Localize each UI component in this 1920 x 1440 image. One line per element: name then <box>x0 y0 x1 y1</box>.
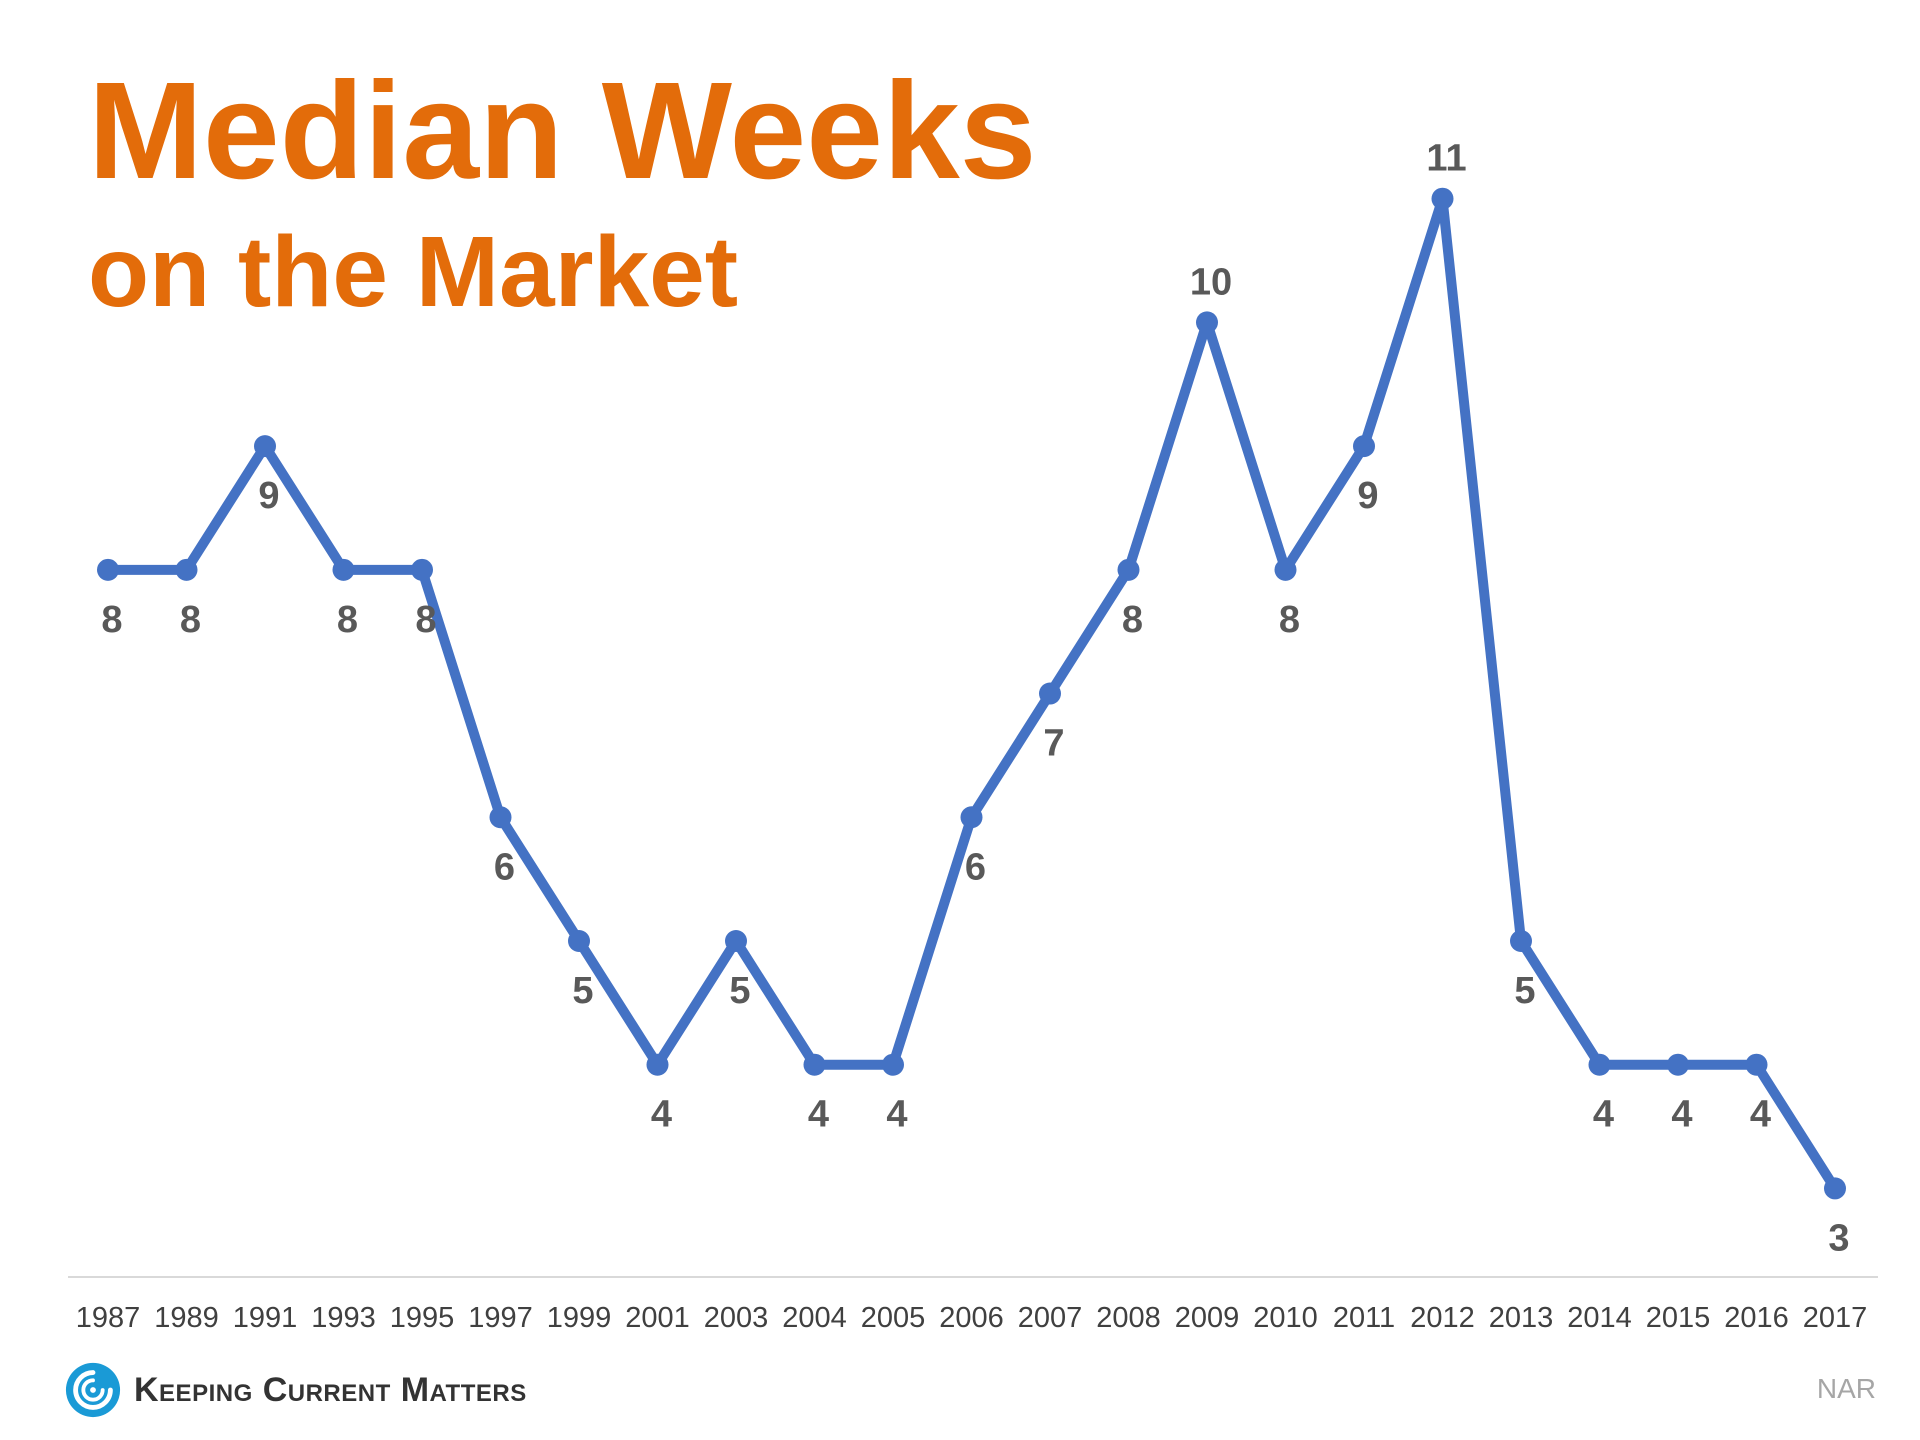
data-label-2007: 7 <box>1043 723 1064 765</box>
data-point-2015 <box>1667 1053 1689 1076</box>
x-tick-label-2003: 2003 <box>704 1302 769 1334</box>
data-label-2013: 5 <box>1514 970 1535 1012</box>
data-point-2009 <box>1196 311 1218 334</box>
data-points <box>97 187 1846 1200</box>
brand-logo: Keeping Current Matters <box>64 1360 527 1420</box>
x-tick-label-2010: 2010 <box>1253 1302 1318 1334</box>
chart-title: Median Weeks <box>88 54 1037 208</box>
data-point-2014 <box>1588 1053 1611 1076</box>
x-tick-label-2009: 2009 <box>1175 1302 1240 1334</box>
data-point-1993 <box>332 558 355 581</box>
data-label-2001: 4 <box>651 1094 672 1136</box>
data-point-2003 <box>725 929 747 952</box>
data-label-2014: 4 <box>1593 1094 1614 1136</box>
data-point-2006 <box>960 806 983 829</box>
data-point-2012 <box>1431 187 1454 210</box>
data-point-2011 <box>1353 435 1375 458</box>
data-label-2003: 5 <box>729 970 750 1012</box>
data-label-2016: 4 <box>1750 1094 1771 1136</box>
chart-subtitle: on the Market <box>88 216 739 328</box>
data-point-2016 <box>1745 1053 1768 1076</box>
data-point-1989 <box>175 558 198 581</box>
x-tick-label-1991: 1991 <box>233 1302 298 1334</box>
data-point-1995 <box>411 558 433 581</box>
series-line <box>103 193 1840 1194</box>
data-point-1987 <box>97 558 119 581</box>
data-label-1989: 8 <box>180 599 201 641</box>
data-point-2004 <box>803 1053 826 1076</box>
x-tick-label-2007: 2007 <box>1018 1302 1083 1334</box>
x-tick-label-1989: 1989 <box>154 1302 219 1334</box>
data-point-1991 <box>254 435 276 458</box>
data-point-2017 <box>1824 1177 1846 1200</box>
x-tick-label-2012: 2012 <box>1410 1302 1475 1334</box>
data-label-1995: 8 <box>415 599 436 641</box>
data-label-1991: 9 <box>258 475 279 517</box>
data-label-2010: 8 <box>1279 599 1300 641</box>
x-tick-label-2017: 2017 <box>1803 1302 1868 1334</box>
x-tick-label-1995: 1995 <box>390 1302 455 1334</box>
data-label-2011: 9 <box>1357 475 1378 517</box>
data-label-2005: 4 <box>886 1094 907 1136</box>
data-point-2010 <box>1274 558 1297 581</box>
x-tick-label-2016: 2016 <box>1724 1302 1789 1334</box>
x-tick-label-2001: 2001 <box>625 1302 690 1334</box>
x-tick-label-2015: 2015 <box>1646 1302 1711 1334</box>
x-tick-label-1997: 1997 <box>468 1302 533 1334</box>
x-tick-label-2005: 2005 <box>861 1302 926 1334</box>
data-label-1999: 5 <box>572 970 593 1012</box>
x-tick-label-2011: 2011 <box>1333 1302 1395 1334</box>
source-label: NAR <box>1816 1373 1876 1404</box>
swirl-logo-icon <box>65 1362 121 1418</box>
data-point-2005 <box>882 1053 904 1076</box>
data-label-2012: 11 <box>1426 138 1466 180</box>
x-tick-label-1993: 1993 <box>311 1302 376 1334</box>
data-label-2009: 10 <box>1190 261 1232 303</box>
data-point-2013 <box>1510 929 1532 952</box>
data-label-2004: 4 <box>808 1094 829 1136</box>
data-point-1997 <box>489 806 512 829</box>
data-label-2017: 3 <box>1828 1217 1849 1259</box>
x-tick-label-1999: 1999 <box>547 1302 612 1334</box>
x-tick-label-2013: 2013 <box>1489 1302 1554 1334</box>
data-label-2006: 6 <box>965 846 986 888</box>
x-tick-label-2008: 2008 <box>1096 1302 1161 1334</box>
data-point-2001 <box>646 1053 669 1076</box>
data-label-2008: 8 <box>1122 599 1143 641</box>
data-point-2007 <box>1039 682 1061 705</box>
x-tick-label-2006: 2006 <box>939 1302 1004 1334</box>
data-point-1999 <box>568 929 590 952</box>
x-tick-labels: 1987 1989 1991 1993 1995 1997 1999 2001 2003 2004… <box>76 1302 1868 1334</box>
data-label-1987: 8 <box>101 599 122 641</box>
x-tick-label-2004: 2004 <box>782 1302 847 1334</box>
data-label-1997: 6 <box>494 846 515 888</box>
data-point-2008 <box>1117 558 1140 581</box>
data-labels: 8 8 9 8 8 6 5 4 5 4 4 6 7 8 10 8 9 11 5 4 4 4 3 <box>101 138 1849 1260</box>
data-label-1993: 8 <box>337 599 358 641</box>
brand-name: Keeping Current Matters <box>134 1370 527 1409</box>
x-tick-label-2014: 2014 <box>1567 1302 1632 1334</box>
data-label-2015: 4 <box>1671 1094 1692 1136</box>
x-tick-label-1987: 1987 <box>76 1302 141 1334</box>
